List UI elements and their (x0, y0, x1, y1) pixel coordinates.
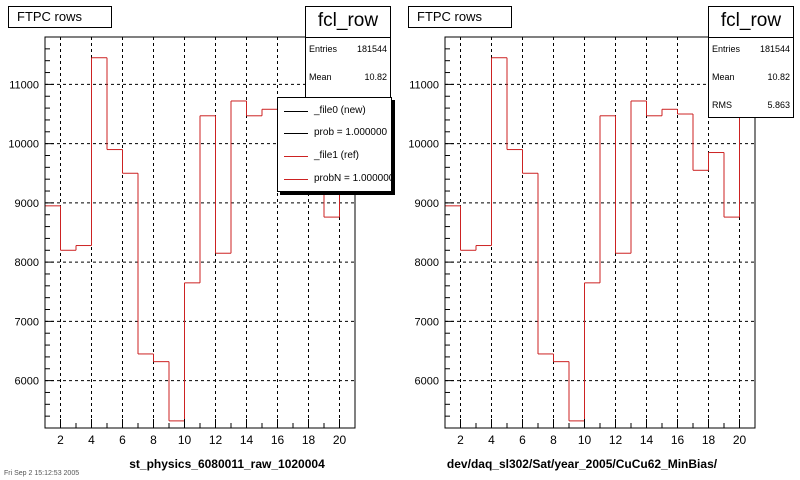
y-tick-label: 7000 (15, 316, 39, 328)
right-stats-row-mean: Mean 10.82 (712, 72, 790, 86)
y-tick-label: 9000 (15, 198, 39, 210)
legend-label: prob = 1.000000 (314, 127, 388, 138)
left-pad: 2 4 6 8 10 12 14 16 18 20 6000 7000 8000 9000 10000 110… (8, 6, 392, 471)
x-tick-label: 14 (640, 433, 654, 447)
stats-label: Entries (309, 44, 338, 54)
stats-value: 5.863 (767, 100, 790, 110)
right-stats-name: fcl_row (709, 7, 793, 38)
x-tick-label: 4 (488, 433, 495, 447)
y-tick-label: 9000 (415, 198, 439, 210)
left-stats-row-mean: Mean 10.82 (309, 72, 387, 86)
x-tick-label: 16 (671, 433, 685, 447)
y-tick-label: 6000 (415, 376, 439, 388)
x-tick-label: 8 (150, 433, 157, 447)
footer-timestamp: Fri Sep 2 15:12:53 2005 (4, 470, 80, 477)
y-tick-label: 7000 (415, 316, 439, 328)
stats-value: 10.82 (364, 72, 387, 82)
x-tick-label: 16 (271, 433, 285, 447)
legend-entry: prob = 1.000000 (282, 125, 391, 141)
x-tick-label: 18 (302, 433, 316, 447)
right-stats-box: fcl_row Entries 181544 Mean 10.82 RMS 5.… (708, 6, 794, 118)
legend-line-black (284, 111, 308, 112)
legend-label: _file1 (ref) (314, 150, 360, 161)
y-tick-label: 11000 (409, 79, 439, 91)
left-plot: 2 4 6 8 10 12 14 16 18 20 6000 7000 8000 9000 10000 110… (8, 36, 356, 447)
left-stats-row-entries: Entries 181544 (309, 44, 387, 58)
legend-line-red (284, 156, 308, 157)
x-tick-label: 20 (733, 433, 747, 447)
x-tick-label: 18 (702, 433, 716, 447)
y-tick-label: 11000 (9, 79, 39, 91)
stats-label: Mean (712, 72, 735, 82)
left-x-axis-label: st_physics_6080011_raw_1020004 (129, 457, 325, 471)
x-tick-label: 2 (457, 433, 464, 447)
y-tick-label: 10000 (8, 139, 39, 151)
right-title: FTPC rows (408, 6, 512, 28)
stats-value: 181544 (356, 44, 387, 54)
legend: _file0 (new) prob = 1.000000 _file1 (ref… (277, 97, 392, 192)
y-tick-label: 10000 (408, 139, 439, 151)
x-tick-label: 2 (57, 433, 64, 447)
stats-label: Mean (309, 72, 332, 82)
legend-entry: _file0 (new) (282, 103, 391, 119)
x-tick-label: 8 (550, 433, 557, 447)
legend-line-red (284, 179, 308, 180)
y-tick-label: 6000 (15, 376, 39, 388)
x-tick-label: 6 (119, 433, 126, 447)
legend-line-black (284, 133, 308, 134)
x-tick-label: 12 (609, 433, 623, 447)
right-plot: 2 4 6 8 10 12 14 16 18 20 6000 7000 8000 9000 10000 110… (408, 36, 756, 447)
y-tick-label: 8000 (15, 257, 39, 269)
stats-value: 181544 (759, 44, 790, 54)
x-tick-label: 6 (519, 433, 526, 447)
x-tick-label: 4 (88, 433, 95, 447)
right-stats-row-rms: RMS 5.863 (712, 100, 790, 114)
x-tick-label: 10 (178, 433, 192, 447)
legend-label: probN = 1.000000 (314, 173, 392, 184)
right-stats-row-entries: Entries 181544 (712, 44, 790, 58)
legend-label: _file0 (new) (314, 105, 366, 116)
legend-entry: _file1 (ref) (282, 148, 391, 164)
left-stats-name: fcl_row (306, 7, 390, 38)
x-tick-label: 12 (209, 433, 223, 447)
legend-entry: probN = 1.000000 (282, 171, 392, 187)
right-pad: 2 4 6 8 10 12 14 16 18 20 6000 7000 8000 9000 10000 110… (400, 0, 800, 480)
y-tick-label: 8000 (415, 257, 439, 269)
left-title: FTPC rows (8, 6, 112, 28)
stats-label: Entries (712, 44, 741, 54)
stats-value: 10.82 (767, 72, 790, 82)
right-x-axis-label: dev/daq_sl302/Sat/year_2005/CuCu62_MinBi… (446, 457, 718, 471)
x-tick-label: 14 (240, 433, 254, 447)
stats-label: RMS (712, 100, 732, 110)
x-tick-label: 10 (578, 433, 592, 447)
x-tick-label: 20 (333, 433, 347, 447)
